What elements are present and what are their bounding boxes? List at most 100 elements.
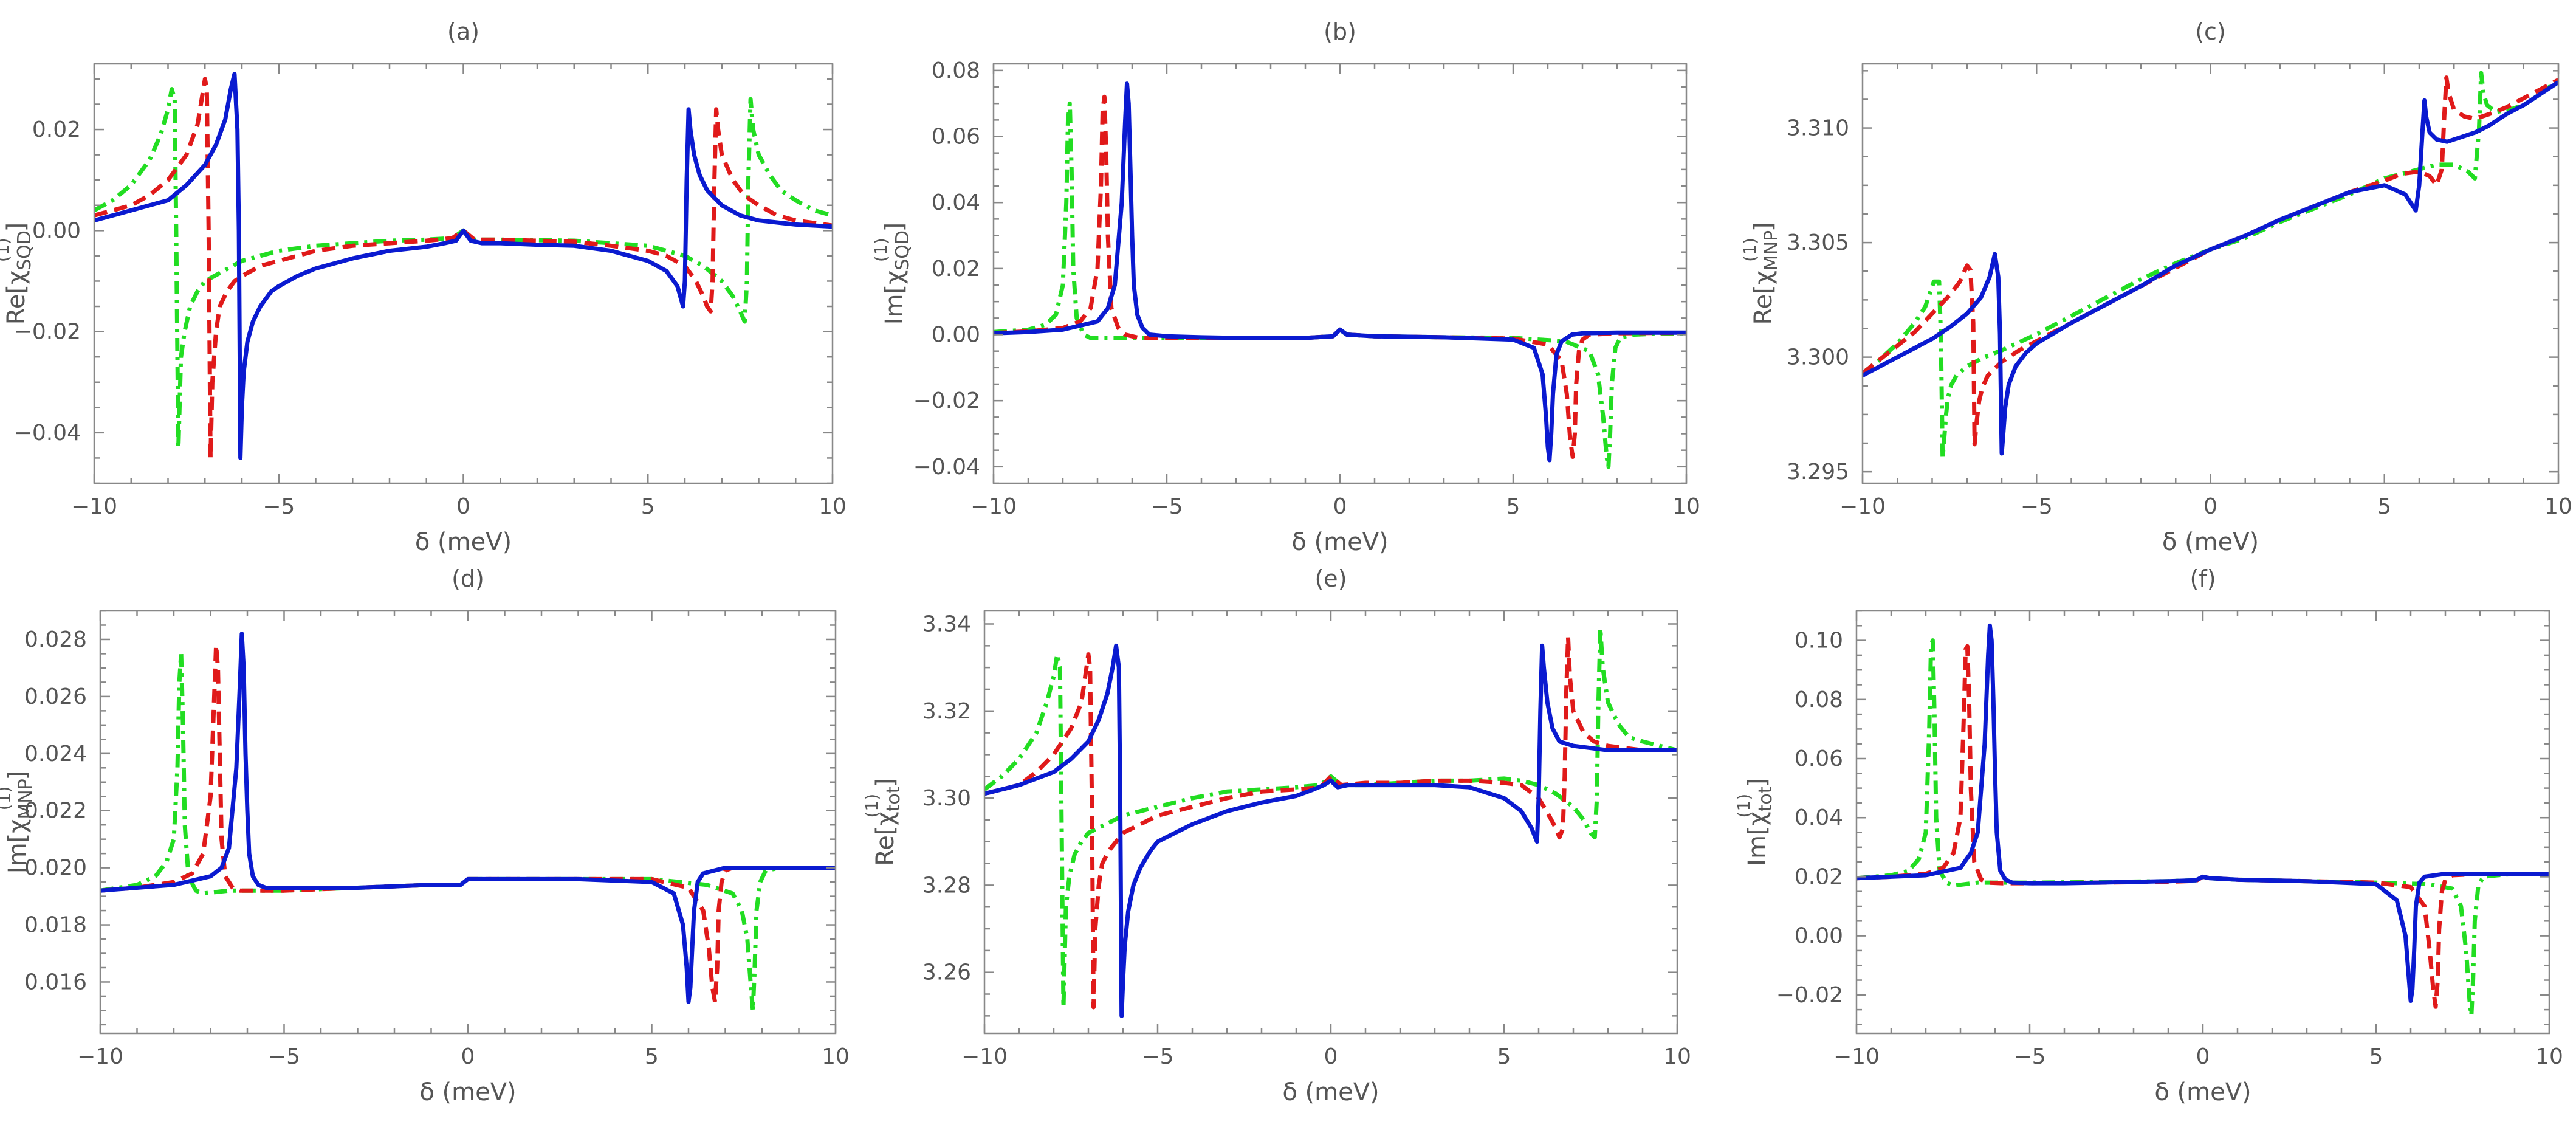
panel-2: (b) −10 −5 0 5 10 −0.04 −0.02 0.00 0.02 0.04 0.06 0.… bbox=[871, 18, 1700, 556]
x-tick-label: 5 bbox=[2377, 494, 2391, 519]
y-axis-label: Im[χMNP(1)] bbox=[0, 771, 36, 873]
series-line-dashdot bbox=[100, 651, 836, 1013]
y-axis-label-subscript: tot bbox=[883, 786, 904, 811]
y-axis-label-suffix: ] bbox=[4, 771, 32, 780]
y-axis-label-prefix: Re[χ bbox=[871, 811, 899, 866]
y-tick-label: −0.04 bbox=[913, 455, 980, 480]
x-tick-label: 0 bbox=[2196, 1044, 2210, 1069]
panel-3: (c) −10 −5 0 5 10 3.295 3.300 3.305 3.310 δ (meV) R… bbox=[1740, 18, 2572, 556]
y-axis-label-prefix: Im[χ bbox=[4, 819, 32, 873]
series-line-dashed bbox=[994, 94, 1686, 459]
x-tick-label: 0 bbox=[461, 1044, 475, 1069]
x-tick-label: 10 bbox=[1672, 494, 1700, 519]
x-tick-label: −10 bbox=[961, 1044, 1008, 1069]
y-axis-label-suffix: ] bbox=[871, 778, 899, 788]
panel-label: (a) bbox=[447, 18, 479, 45]
y-axis-label-prefix: Re[χ bbox=[2, 270, 30, 325]
y-tick-label: 0.08 bbox=[932, 58, 980, 83]
x-tick-label: −10 bbox=[1833, 1044, 1880, 1069]
x-tick-label: 0 bbox=[1324, 1044, 1338, 1069]
x-axis-label: δ (meV) bbox=[2162, 528, 2259, 556]
y-tick-label: 0.04 bbox=[932, 190, 980, 215]
series-line-dashdot bbox=[1856, 638, 2549, 1018]
y-tick-label: 3.34 bbox=[922, 611, 971, 636]
y-tick-label: 3.300 bbox=[1787, 345, 1849, 370]
x-tick-label: −5 bbox=[268, 1044, 300, 1069]
y-axis-label-subscript: MNP bbox=[15, 779, 36, 819]
y-tick-label: 0.020 bbox=[24, 856, 87, 881]
series-line-solid bbox=[984, 643, 1677, 1018]
panel-label: (b) bbox=[1324, 18, 1356, 45]
x-tick-label: −5 bbox=[263, 494, 295, 519]
x-tick-label: 0 bbox=[2203, 494, 2217, 519]
x-tick-label: 5 bbox=[1506, 494, 1520, 519]
series-line-solid bbox=[994, 81, 1686, 463]
y-tick-label: 0.028 bbox=[24, 627, 87, 652]
y-axis-label: Re[χtot(1)] bbox=[862, 778, 904, 866]
y-axis-label-subscript: tot bbox=[1755, 786, 1776, 811]
x-axis-label: δ (meV) bbox=[415, 528, 512, 556]
y-axis-label: Im[χSQD(1)] bbox=[871, 222, 913, 325]
series-line-solid bbox=[1863, 80, 2558, 456]
series-line-dashed bbox=[1863, 75, 2558, 447]
x-tick-label: 10 bbox=[1663, 1044, 1691, 1069]
series-line-dashed bbox=[94, 77, 833, 460]
y-axis-label: Re[χSQD(1)] bbox=[0, 222, 35, 325]
y-tick-label: 0.00 bbox=[32, 218, 81, 243]
y-axis-label-superscript: (1) bbox=[0, 238, 13, 262]
y-tick-label: 3.26 bbox=[922, 960, 971, 985]
x-tick-label: −5 bbox=[2021, 494, 2053, 519]
y-tick-label: 0.02 bbox=[1795, 864, 1843, 889]
x-tick-label: 5 bbox=[2369, 1044, 2383, 1069]
plot-frame bbox=[93, 63, 834, 484]
plot-frame bbox=[1855, 610, 2550, 1035]
y-axis-label-subscript: SQD bbox=[14, 230, 35, 270]
panel-label: (e) bbox=[1314, 565, 1347, 592]
y-tick-label: 0.024 bbox=[24, 742, 87, 766]
y-tick-label: 0.026 bbox=[24, 684, 87, 709]
x-tick-label: −10 bbox=[71, 494, 117, 519]
y-tick-label: 0.018 bbox=[24, 913, 87, 938]
y-axis-label: Im[χtot(1)] bbox=[1734, 778, 1776, 866]
y-tick-label: 0.10 bbox=[1795, 628, 1843, 653]
x-tick-label: 10 bbox=[822, 1044, 850, 1069]
plot-frame bbox=[1861, 63, 2560, 484]
y-tick-label: 0.08 bbox=[1795, 687, 1843, 712]
panel-6: (f) −10 −5 0 5 10 −0.02 0.00 0.02 0.04 0.06 0.08 0.1… bbox=[1734, 565, 2563, 1106]
x-tick-label: −5 bbox=[1150, 494, 1183, 519]
y-tick-label: 0.00 bbox=[932, 323, 980, 348]
x-tick-label: −10 bbox=[1839, 494, 1886, 519]
y-tick-label: 0.02 bbox=[932, 257, 980, 281]
y-tick-label: 3.28 bbox=[922, 873, 971, 898]
x-tick-label: 0 bbox=[456, 494, 470, 519]
series-line-solid bbox=[94, 72, 833, 460]
x-axis-label: δ (meV) bbox=[1282, 1078, 1379, 1106]
y-tick-label: 0.022 bbox=[24, 799, 87, 824]
x-tick-label: −10 bbox=[970, 494, 1017, 519]
x-tick-label: 10 bbox=[819, 494, 847, 519]
y-axis-label-superscript: (1) bbox=[1740, 238, 1760, 262]
x-tick-label: −10 bbox=[77, 1044, 123, 1069]
plot-frame bbox=[992, 63, 1688, 484]
y-tick-label: 0.02 bbox=[32, 117, 81, 142]
series-line-dashdot bbox=[94, 87, 833, 450]
x-tick-label: −5 bbox=[1141, 1044, 1173, 1069]
y-tick-label: 0.00 bbox=[1795, 924, 1843, 949]
y-axis-label-suffix: ] bbox=[881, 222, 908, 232]
series-line-dashed bbox=[1856, 644, 2549, 1009]
series-line-solid bbox=[100, 632, 836, 1004]
y-axis-label-subscript: MNP bbox=[1761, 230, 1782, 270]
y-tick-label: −0.04 bbox=[14, 421, 81, 446]
x-tick-label: 0 bbox=[1333, 494, 1347, 519]
y-tick-label: −0.02 bbox=[913, 388, 980, 413]
x-tick-label: 5 bbox=[645, 1044, 659, 1069]
y-axis-label-superscript: (1) bbox=[862, 794, 882, 818]
y-tick-label: 3.310 bbox=[1787, 116, 1849, 141]
y-axis-label-subscript: SQD bbox=[892, 230, 913, 270]
series-line-dashdot bbox=[984, 626, 1677, 1010]
panel-1: (a) −10 −5 0 5 10 −0.04 −0.02 0.00 0.02 δ (meV) Re[… bbox=[0, 18, 847, 556]
panel-label: (c) bbox=[2195, 18, 2226, 45]
y-tick-label: −0.02 bbox=[1776, 983, 1843, 1008]
y-tick-label: −0.02 bbox=[14, 320, 81, 345]
